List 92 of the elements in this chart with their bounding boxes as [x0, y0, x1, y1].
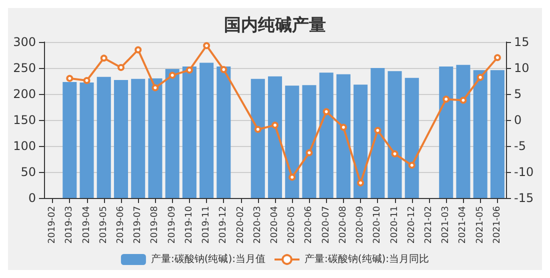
x-tick-label: 2020-05 — [287, 206, 298, 244]
point — [168, 72, 176, 79]
bar — [80, 82, 94, 198]
y-tick-label: 200 — [13, 87, 36, 101]
bar — [62, 82, 77, 198]
x-tick-label: 2021-03 — [441, 206, 452, 244]
x-tick-label: 2021-02 — [424, 206, 434, 244]
y2-tick-label: 5 — [514, 87, 522, 101]
y-tick-label: 100 — [13, 139, 36, 153]
x-tick-label: 2019-03 — [64, 206, 75, 244]
y2-tick-label: -15 — [514, 191, 534, 205]
point — [186, 66, 193, 74]
point — [340, 124, 347, 131]
point — [220, 66, 228, 74]
y-tick-label: 300 — [13, 35, 36, 49]
x-tick-label: 2019-06 — [116, 206, 126, 244]
x-tick-label: 2021-04 — [458, 206, 468, 244]
point — [254, 126, 262, 133]
x-tick-label: 2020-04 — [270, 206, 280, 244]
point — [460, 96, 467, 104]
bar — [404, 78, 419, 198]
bar — [148, 78, 162, 198]
x-tick-label: 2020-09 — [356, 206, 366, 244]
x-tick-label: 2020-03 — [252, 206, 263, 244]
point — [118, 64, 124, 71]
x-tick-label: 2019-02 — [48, 206, 58, 244]
bar — [302, 85, 316, 198]
point — [306, 149, 313, 156]
x-tick-label: 2019-08 — [150, 206, 160, 244]
x-tick-label: 2021-05 — [475, 206, 486, 244]
point — [288, 174, 296, 181]
x-tick-label: 2020-10 — [372, 206, 383, 244]
bar — [131, 78, 146, 198]
bar — [388, 71, 402, 198]
x-tick-label: 2019-04 — [82, 206, 92, 244]
y-tick-label: 250 — [13, 61, 36, 75]
bar — [285, 86, 300, 198]
y2-tick-label: 15 — [514, 35, 530, 49]
bar — [114, 80, 128, 198]
bar — [165, 69, 180, 198]
x-tick-label: 2019-07 — [133, 206, 144, 244]
bar — [336, 74, 350, 198]
y2-tick-label: 0 — [514, 113, 522, 127]
point — [134, 46, 142, 54]
bar — [319, 72, 334, 198]
point — [494, 54, 501, 62]
x-tick-label: 2020-07 — [321, 206, 332, 244]
x-tick-label: 2020-02 — [236, 206, 246, 244]
bar — [268, 76, 282, 198]
bar — [216, 66, 231, 198]
point — [322, 108, 330, 116]
y2-tick-label: -10 — [514, 165, 534, 179]
point — [391, 150, 398, 158]
bar — [439, 66, 454, 198]
bar — [250, 78, 265, 198]
bar — [96, 76, 111, 198]
x-tick-label: 2021-06 — [492, 206, 502, 244]
bar — [354, 84, 368, 198]
point — [357, 179, 364, 186]
y-tick-label: 150 — [13, 113, 36, 127]
point — [272, 122, 278, 129]
x-tick-label: 2019-10 — [184, 206, 194, 244]
legend-label: 产量:碳酸钠(纯碱):当月同比 — [304, 253, 430, 265]
point — [100, 54, 108, 62]
y2-tick-label: 10 — [514, 61, 530, 75]
x-tick-label: 2020-12 — [406, 206, 417, 244]
legend-label: 产量:碳酸钠(纯碱):当月值 — [150, 253, 266, 265]
bar — [473, 70, 488, 198]
x-tick-label: 2019-09 — [167, 206, 178, 244]
point — [152, 84, 159, 92]
x-tick-label: 2020-08 — [338, 206, 348, 244]
x-tick-label: 2019-12 — [218, 206, 229, 244]
point — [408, 162, 416, 169]
y-tick-label: 50 — [20, 165, 36, 179]
point — [203, 42, 210, 50]
point — [83, 76, 90, 84]
x-tick-label: 2019-05 — [98, 206, 109, 244]
point — [476, 74, 484, 81]
bar — [490, 70, 504, 198]
bar — [200, 62, 214, 198]
bar — [456, 64, 470, 198]
x-tick-label: 2020-11 — [390, 206, 400, 244]
point — [442, 96, 450, 103]
chart-title: 国内纯碱产量 — [224, 16, 326, 36]
y2-tick-label: -5 — [514, 139, 526, 153]
y-tick-label: 0 — [28, 191, 36, 205]
x-tick-label: 2020-06 — [304, 206, 314, 244]
point — [66, 74, 74, 82]
bar — [370, 68, 385, 198]
bar — [182, 66, 196, 198]
point — [374, 126, 382, 134]
x-tick-label: 2019-11 — [202, 206, 212, 244]
